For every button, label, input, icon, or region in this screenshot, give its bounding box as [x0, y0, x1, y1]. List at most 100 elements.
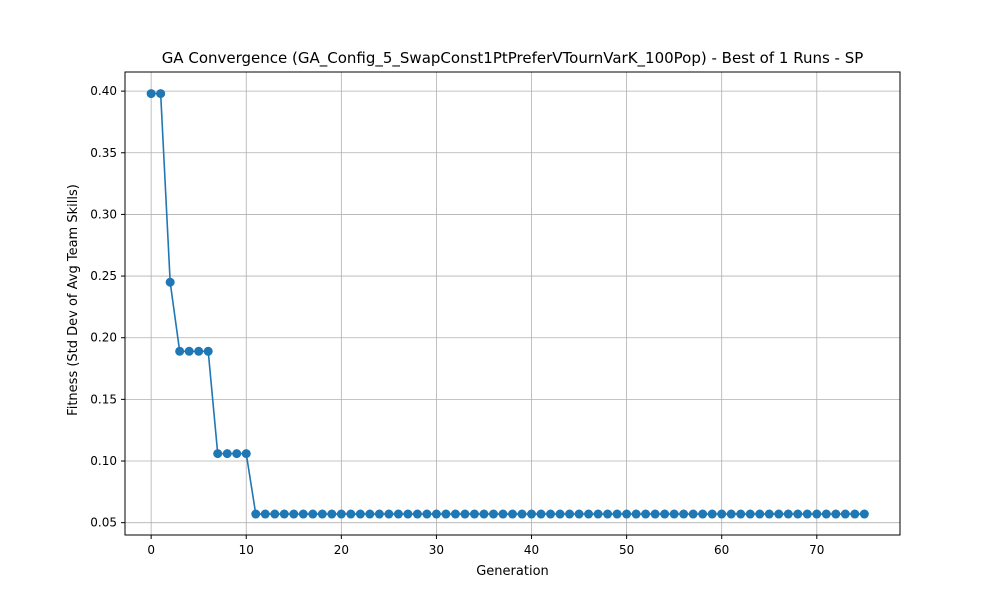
data-point: [802, 509, 812, 519]
data-point: [346, 509, 356, 519]
data-point: [736, 509, 746, 519]
data-point: [488, 509, 498, 519]
data-point: [698, 509, 708, 519]
data-point: [593, 509, 603, 519]
data-point: [422, 509, 432, 519]
data-point: [726, 509, 736, 519]
data-point: [555, 509, 565, 519]
data-point: [194, 346, 204, 356]
data-point: [298, 509, 308, 519]
data-point: [831, 509, 841, 519]
data-point: [175, 346, 185, 356]
grid: [125, 72, 900, 535]
x-tick-label: 60: [714, 543, 729, 557]
data-point: [308, 509, 318, 519]
data-point: [146, 89, 156, 99]
series-fitness: [146, 89, 869, 519]
x-axis-label: Generation: [476, 564, 549, 579]
data-point: [622, 509, 632, 519]
data-point: [669, 509, 679, 519]
data-point: [184, 346, 194, 356]
y-tick-label: 0.15: [90, 392, 117, 406]
data-point: [631, 509, 641, 519]
x-tick-label: 10: [239, 543, 254, 557]
y-tick-label: 0.05: [90, 516, 117, 530]
data-point: [565, 509, 575, 519]
data-point: [840, 509, 850, 519]
y-tick-label: 0.25: [90, 269, 117, 283]
data-point: [450, 509, 460, 519]
data-point: [156, 89, 166, 99]
data-point: [508, 509, 517, 519]
x-tick-label: 40: [524, 543, 539, 557]
data-point: [336, 509, 346, 519]
data-point: [393, 509, 403, 519]
data-point: [783, 509, 793, 519]
data-point: [859, 509, 869, 519]
data-point: [650, 509, 660, 519]
y-tick-label: 0.10: [90, 454, 117, 468]
data-point: [793, 509, 803, 519]
data-point: [431, 509, 441, 519]
data-point: [612, 509, 622, 519]
data-point: [213, 449, 223, 459]
data-point: [479, 509, 489, 519]
data-point: [374, 509, 384, 519]
data-point: [517, 509, 527, 519]
data-point: [755, 509, 765, 519]
data-point: [260, 509, 270, 519]
data-point: [460, 509, 470, 519]
data-point: [679, 509, 689, 519]
data-point: [764, 509, 774, 519]
data-point: [289, 509, 299, 519]
data-point: [241, 449, 251, 459]
data-point: [603, 509, 613, 519]
data-point: [279, 509, 289, 519]
data-point: [165, 277, 175, 287]
y-tick-label: 0.40: [90, 84, 117, 98]
data-point: [584, 509, 594, 519]
y-axis-label: Fitness (Std Dev of Avg Team Skills): [66, 184, 81, 416]
data-point: [317, 509, 327, 519]
data-point: [660, 509, 670, 519]
data-point: [707, 509, 717, 519]
axes: 0 10 20 30 40 50 60 70 0.05 0.10 0.15 0.20 0.25 0.30 0…: [90, 71, 901, 557]
data-point: [203, 346, 213, 356]
data-point: [441, 509, 451, 519]
data-point: [821, 509, 831, 519]
data-point: [412, 509, 422, 519]
data-point: [688, 509, 698, 519]
data-point: [365, 509, 375, 519]
x-tick-label: 30: [429, 543, 444, 557]
series-line: [151, 92, 865, 515]
data-point: [270, 509, 280, 519]
data-point: [498, 509, 508, 519]
x-tick-label: 50: [619, 543, 634, 557]
data-point: [355, 509, 365, 519]
data-point: [403, 509, 413, 519]
data-point: [469, 509, 479, 519]
x-tick-label: 20: [334, 543, 349, 557]
chart-title: GA Convergence (GA_Config_5_SwapConst1Pt…: [162, 49, 864, 68]
y-tick-label: 0.30: [90, 207, 117, 221]
x-tick-label: 0: [147, 543, 155, 557]
data-point: [536, 509, 546, 519]
x-tick-label: 70: [809, 543, 824, 557]
data-point: [251, 509, 261, 519]
data-point: [574, 509, 584, 519]
data-point: [774, 509, 784, 519]
data-point: [222, 449, 232, 459]
data-point: [717, 509, 727, 519]
plot-frame: [124, 71, 901, 536]
y-tick-label: 0.20: [90, 331, 117, 345]
data-point: [527, 509, 537, 519]
data-point: [384, 509, 394, 519]
data-point: [232, 449, 242, 459]
data-point: [327, 509, 337, 519]
data-point: [641, 509, 651, 519]
data-point: [546, 509, 556, 519]
data-point: [812, 509, 822, 519]
data-point: [745, 509, 755, 519]
data-point: [850, 509, 860, 519]
